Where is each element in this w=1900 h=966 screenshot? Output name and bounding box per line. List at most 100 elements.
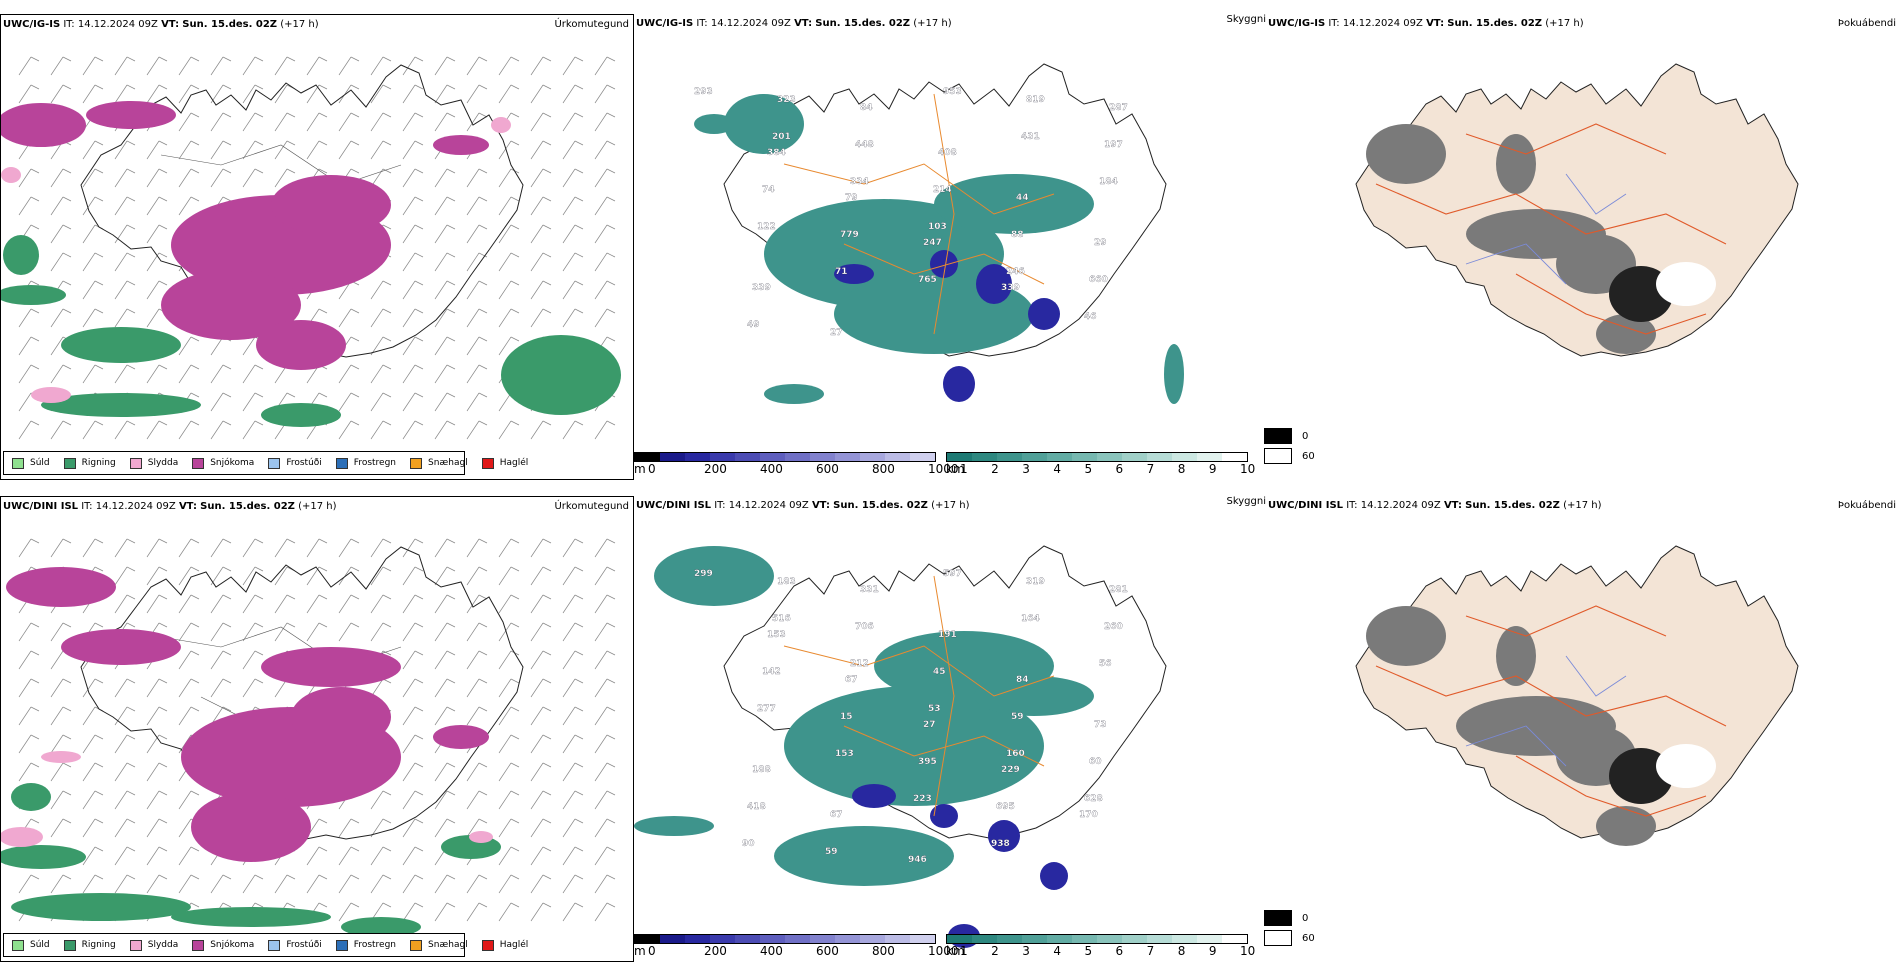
wind-barb <box>50 622 72 642</box>
valid-time: Sun. 15.des. 02Z <box>182 19 278 30</box>
wind-barb <box>306 622 328 642</box>
panel-kind-label: Úrkomutegund <box>554 501 629 512</box>
wind-barb <box>274 56 296 76</box>
colorbar-tick: 5 <box>1084 462 1093 476</box>
ceiling-value-label: 214 <box>933 185 952 195</box>
wind-barb <box>498 846 520 866</box>
wind-barb <box>146 196 168 216</box>
ceiling-value-label: 49 <box>747 320 760 330</box>
ceiling-value-label: 260 <box>1104 622 1123 632</box>
snow-area <box>261 647 401 687</box>
wind-barb <box>530 762 552 782</box>
wind-barb <box>146 168 168 188</box>
ceiling-value-label: 27 <box>923 720 936 730</box>
wind-barb <box>402 790 424 810</box>
colorbar-segment <box>1222 935 1247 943</box>
wind-barb <box>274 874 296 894</box>
ceiling-value-label: 27 <box>830 328 843 338</box>
ceiling-value-label: 53 <box>928 704 941 714</box>
wind-barb <box>402 650 424 670</box>
ceiling-value-label: 142 <box>762 667 781 677</box>
low-visibility-area <box>1164 344 1184 404</box>
wind-barb <box>82 308 104 328</box>
wind-barb <box>146 280 168 300</box>
legend-item: Frostregn <box>335 457 396 469</box>
colorbar-tick: 7 <box>1146 944 1155 958</box>
legend-swatch <box>335 457 348 469</box>
wind-barb <box>18 308 40 328</box>
colorbar-tick: 1000 <box>928 462 959 476</box>
wind-barb <box>146 706 168 726</box>
colorbar-segment <box>885 453 910 461</box>
colorbar-tick: 0 <box>648 462 656 476</box>
colorbar-segment <box>947 935 972 943</box>
visibility-colorbar <box>946 452 1248 462</box>
wind-barb <box>178 196 200 216</box>
wind-barb <box>338 902 360 922</box>
wind-barb <box>114 874 136 894</box>
fog-area <box>1366 606 1446 666</box>
colorbar-tick: 200 <box>704 462 727 476</box>
wind-barb <box>146 762 168 782</box>
panel-title: UWC/IG-IS IT: 14.12.2024 09Z VT: Sun. 15… <box>636 18 952 29</box>
wind-barb <box>498 538 520 558</box>
wind-barb <box>562 420 584 440</box>
wind-barb <box>114 846 136 866</box>
wind-barb <box>82 56 104 76</box>
legend-item: Súld <box>12 457 50 469</box>
ceiling-value-label: 15 <box>840 712 853 722</box>
wind-barb <box>402 678 424 698</box>
ceiling-value-label: 819 <box>1026 95 1045 105</box>
wind-barb <box>402 706 424 726</box>
wind-barb <box>434 790 456 810</box>
wind-barb <box>50 364 72 384</box>
wind-barb <box>402 818 424 838</box>
ceiling-value-label: 516 <box>772 614 791 624</box>
wind-barb <box>242 622 264 642</box>
wind-barb <box>50 420 72 440</box>
wind-barb <box>178 84 200 104</box>
wind-barb <box>594 650 616 670</box>
rain-area <box>11 783 51 811</box>
wind-barb <box>18 622 40 642</box>
wind-barb <box>146 678 168 698</box>
ceiling-value-label: 408 <box>938 148 957 158</box>
valid-time-label: VT: <box>1443 500 1462 511</box>
low-ceiling-area <box>930 804 958 828</box>
wind-barb <box>402 252 424 272</box>
wind-barb <box>50 790 72 810</box>
wind-barb <box>114 140 136 160</box>
wind-barb <box>146 420 168 440</box>
wind-barb <box>434 84 456 104</box>
wind-barb <box>402 196 424 216</box>
colorbar-segment <box>1147 453 1172 461</box>
wind-barb <box>466 538 488 558</box>
valid-time-label: VT: <box>161 19 180 30</box>
ceiling-value-label: 418 <box>747 802 766 812</box>
wind-barb <box>82 364 104 384</box>
colorbar-segment <box>835 453 860 461</box>
ceiling-value-label: 122 <box>757 222 776 232</box>
colorbar-tick: 400 <box>760 462 783 476</box>
wind-barb <box>18 762 40 782</box>
colorbar-segment <box>785 935 810 943</box>
legend-label: Rigning <box>81 940 116 950</box>
colorbar-tick: 4 <box>1053 462 1061 476</box>
wind-barb <box>498 650 520 670</box>
wind-barb <box>242 594 264 614</box>
wind-barb <box>498 336 520 356</box>
ceiling-value-label: 247 <box>923 238 942 248</box>
fog-legend-swatch <box>1264 448 1292 464</box>
wind-barb <box>274 140 296 160</box>
legend-swatch <box>12 939 24 951</box>
wind-barb <box>562 196 584 216</box>
legend-item: Snæhagl <box>410 939 468 951</box>
ceiling-value-label: 246 <box>1006 267 1025 277</box>
colorbar-segment <box>947 453 972 461</box>
init-time: 14.12.2024 09Z <box>710 18 791 29</box>
wind-barb <box>306 846 328 866</box>
wind-barb <box>242 112 264 132</box>
wind-barb <box>370 846 392 866</box>
colorbar-segment <box>835 935 860 943</box>
wind-barb <box>434 336 456 356</box>
